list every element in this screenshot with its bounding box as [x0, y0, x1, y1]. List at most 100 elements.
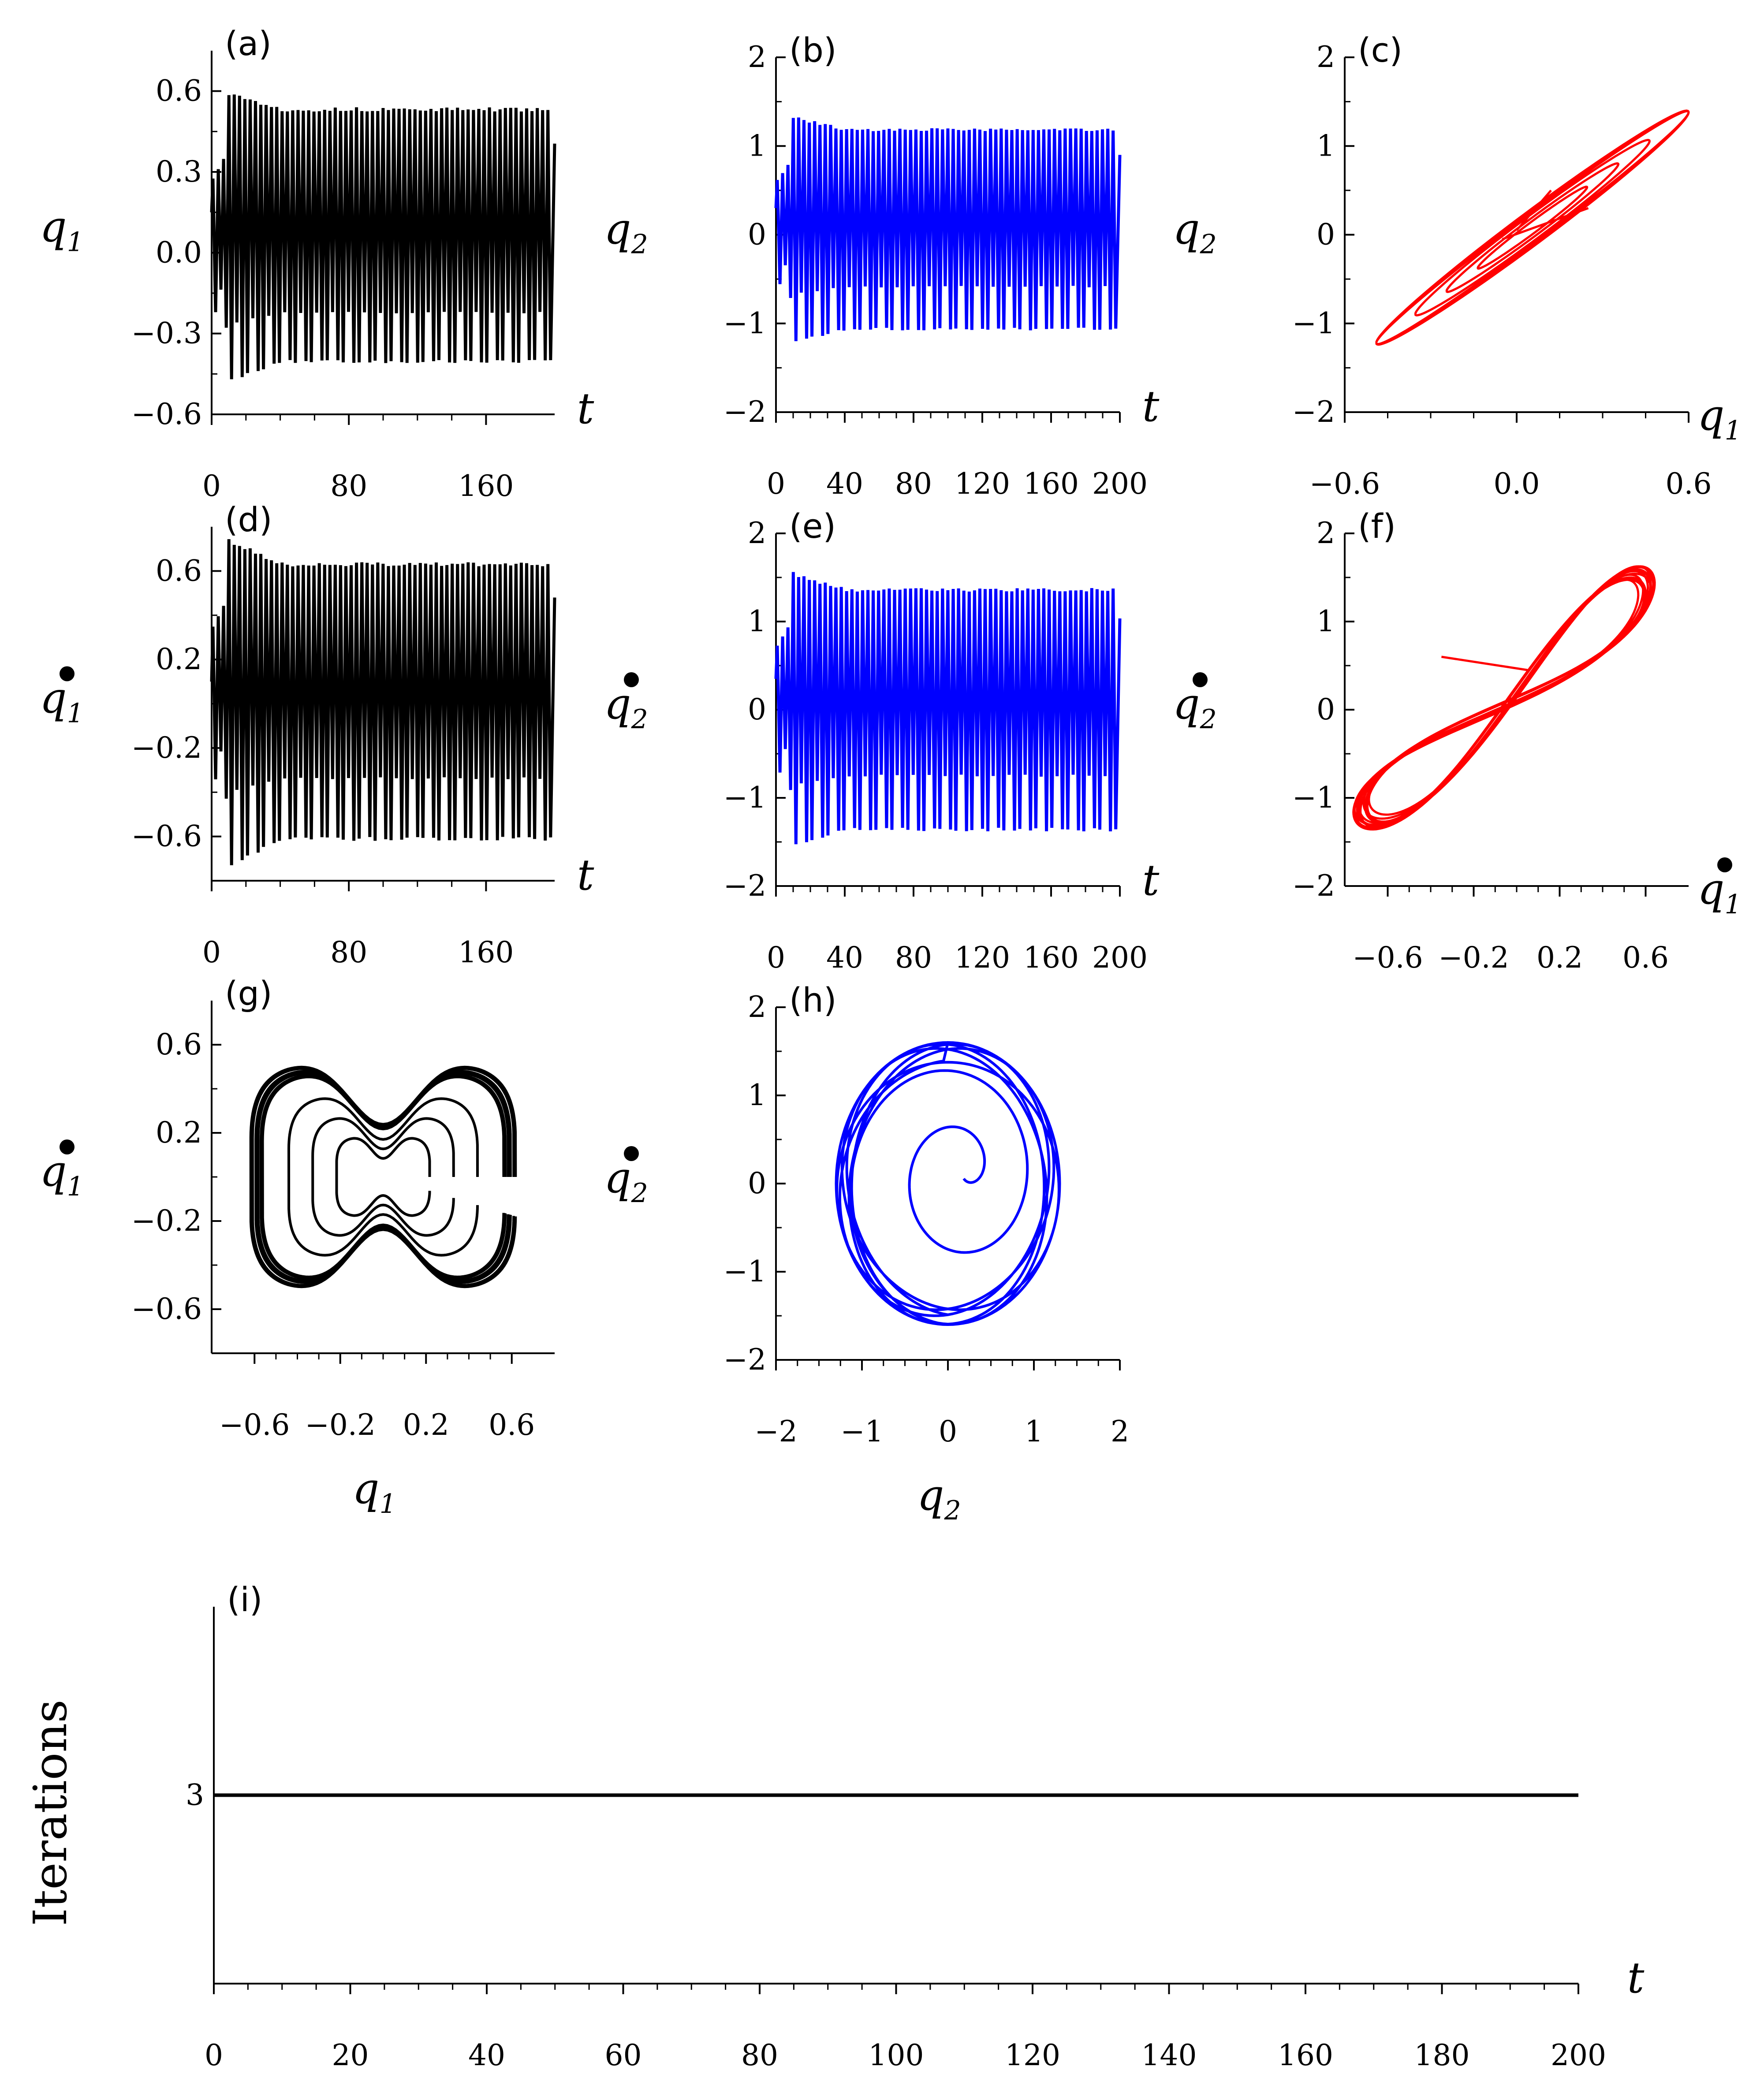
y-tick-label: 0 — [748, 693, 766, 726]
x-tick-label: 40 — [826, 467, 863, 501]
x-tick-label: 20 — [332, 2038, 369, 2072]
x-tick-label: 160 — [1023, 467, 1079, 501]
y-tick-label: 0.3 — [156, 155, 202, 189]
y-tick-label: −2 — [1292, 395, 1335, 429]
derivative-dot — [624, 1146, 639, 1161]
axis-var-subscript: 1 — [67, 698, 84, 729]
y-tick-label: −1 — [724, 1255, 766, 1288]
x-tick-label: 80 — [895, 941, 932, 975]
x-tick-label: 0.2 — [403, 1408, 449, 1442]
y-tick-label: −0.3 — [131, 316, 202, 350]
axis-var-subscript: 2 — [631, 704, 648, 735]
y-tick-label: 0 — [748, 218, 766, 252]
y-tick-label: 0.2 — [156, 642, 202, 676]
x-tick-label: 120 — [955, 467, 1010, 501]
derivative-dot — [1193, 672, 1208, 687]
series-line — [1352, 565, 1656, 831]
x-tick-label: 40 — [468, 2038, 505, 2072]
axis-var-subscript: 2 — [631, 1178, 648, 1209]
y-tick-label: 2 — [1316, 40, 1335, 74]
x-tick-label: 80 — [895, 467, 932, 501]
panel-e: 210−1−20 40 80 120 160 200(e)q2t — [604, 506, 1160, 975]
y-tick-label: 1 — [748, 604, 766, 638]
axis-var-subscript: 2 — [944, 1495, 961, 1526]
axis-var-subscript: 1 — [380, 1489, 396, 1519]
x-tick-label: −0.6 — [1309, 467, 1380, 501]
derivative-dot — [60, 1139, 75, 1154]
x-tick-label: 40 — [826, 941, 863, 975]
x-tick-label: 0.6 — [489, 1408, 535, 1442]
x-axis-label: q1 — [352, 1464, 396, 1519]
y-tick-label: 0.0 — [156, 235, 202, 269]
x-tick-label: 200 — [1092, 941, 1148, 975]
x-axis-label: q2 — [917, 1471, 961, 1526]
x-tick-label: −0.6 — [1352, 941, 1423, 975]
series-line — [210, 539, 556, 865]
x-tick-label: 2 — [1111, 1415, 1129, 1448]
x-axis-label: t — [1142, 856, 1160, 905]
panel-tag: (b) — [789, 30, 837, 70]
y-axis-label: q2 — [1173, 679, 1217, 735]
axis-var-symbol: q — [604, 1153, 631, 1203]
x-axis-label: t — [1142, 382, 1160, 431]
y-tick-label: −2 — [724, 869, 766, 903]
panel-tag: (h) — [789, 980, 836, 1020]
axis-var-subscript: 2 — [631, 229, 648, 260]
axis-var-symbol: q — [917, 1471, 944, 1520]
x-tick-label: 200 — [1092, 467, 1148, 501]
x-tick-label: 0.6 — [1622, 941, 1669, 975]
x-tick-label: 0 — [939, 1415, 957, 1448]
x-tick-label: 0.6 — [1666, 467, 1712, 501]
axis-var-symbol: q — [1173, 205, 1200, 254]
series-line — [210, 94, 556, 380]
y-tick-label: 1 — [1316, 604, 1335, 638]
x-tick-label: 1 — [1025, 1415, 1043, 1448]
y-tick-label: −0.6 — [131, 819, 202, 853]
y-tick-label: 1 — [1316, 129, 1335, 163]
panel-tag: (i) — [227, 1580, 262, 1619]
x-tick-label: 80 — [330, 935, 367, 969]
axis-var-symbol: q — [1173, 679, 1200, 729]
y-tick-label: −2 — [724, 395, 766, 429]
y-axis-label: q1 — [40, 1147, 84, 1202]
derivative-dot — [624, 672, 639, 687]
y-tick-label: 0.2 — [156, 1116, 202, 1150]
y-tick-label: −1 — [724, 781, 766, 815]
panel-a: 0.6 0.3 0.0 −0.3 −0.6 0 80 160 (a) q1 t — [40, 24, 594, 503]
x-tick-label: 0 — [767, 467, 785, 501]
y-axis-label: q1 — [40, 202, 84, 258]
y-tick-label: 2 — [748, 40, 766, 74]
y-tick-label: 2 — [748, 516, 766, 550]
axis-var-subscript: 1 — [1725, 889, 1742, 920]
axis-var-subscript: 1 — [67, 1171, 84, 1202]
x-axis-label: q1 — [1697, 864, 1742, 920]
y-tick-label: 0 — [1316, 218, 1335, 252]
y-tick-label: 0 — [748, 1166, 766, 1200]
axis-var-symbol: q — [40, 202, 67, 252]
y-tick-label: 1 — [748, 129, 766, 163]
y-tick-label: −2 — [1292, 869, 1335, 903]
y-tick-label: −0.2 — [131, 731, 202, 765]
x-tick-label: 0 — [767, 941, 785, 975]
x-tick-label: 160 — [1023, 941, 1079, 975]
y-tick-label: 3 — [186, 1778, 204, 1812]
y-tick-label: 0.6 — [156, 74, 202, 108]
x-tick-label: 0 — [205, 2038, 223, 2072]
x-axis-label: t — [1627, 1953, 1645, 2003]
x-tick-label: 100 — [869, 2038, 924, 2072]
x-tick-label: 60 — [605, 2038, 642, 2072]
panel-tag: (g) — [225, 974, 272, 1013]
x-tick-label: 80 — [741, 2038, 778, 2072]
x-tick-label: 120 — [1005, 2038, 1060, 2072]
y-tick-label: 1 — [748, 1078, 766, 1112]
series-line — [774, 572, 1122, 845]
axis-var-symbol: q — [40, 674, 67, 723]
x-axis-label: t — [577, 850, 594, 900]
x-tick-label: 160 — [458, 935, 514, 969]
panel-tag: (f) — [1358, 506, 1396, 546]
panel-i: 3 0 20 40 60 80 100 120 140 160 180 200 (i) Iteration… — [23, 1580, 1645, 2072]
axis-var-symbol: q — [1697, 864, 1724, 914]
axis-var-symbol: q — [1697, 391, 1724, 440]
y-tick-label: −0.6 — [131, 397, 202, 431]
